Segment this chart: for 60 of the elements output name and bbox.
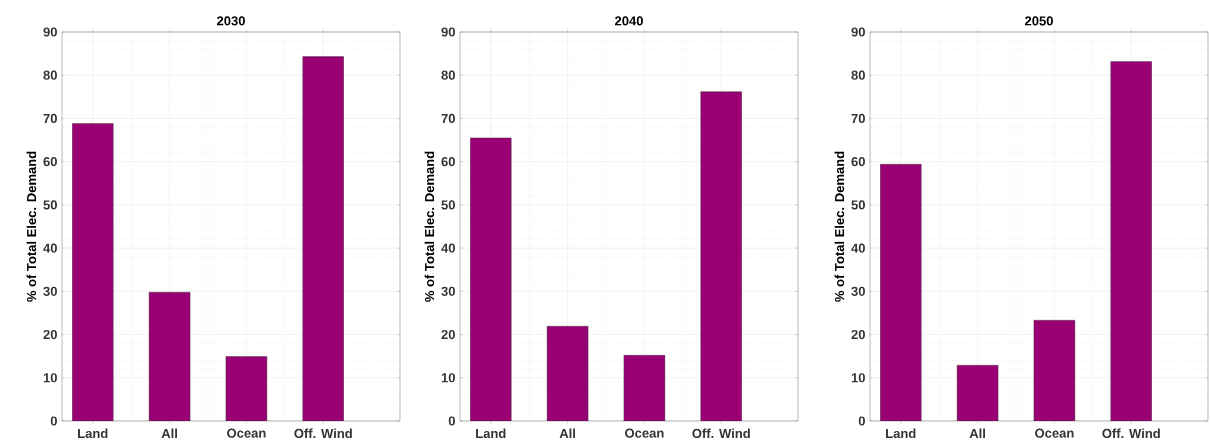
bar bbox=[546, 326, 589, 421]
x-tick-label: Land bbox=[886, 428, 916, 439]
chart-title: 2030 bbox=[217, 16, 245, 26]
bar bbox=[470, 137, 512, 421]
y-axis-title: % of Total Elec. Demand bbox=[424, 151, 435, 302]
y-tick-label: 50 bbox=[43, 200, 57, 210]
bar bbox=[700, 91, 742, 421]
y-tick-label: 40 bbox=[851, 243, 865, 253]
y-tick-label: 70 bbox=[43, 113, 57, 124]
bar bbox=[1033, 320, 1076, 421]
bar bbox=[956, 365, 999, 421]
x-tick-label: Ocean bbox=[625, 428, 664, 438]
bar bbox=[72, 123, 114, 421]
bar bbox=[880, 164, 922, 421]
y-tick-label: 40 bbox=[441, 243, 455, 253]
bar bbox=[148, 291, 191, 421]
x-tick-label: Land bbox=[476, 428, 506, 439]
y-tick-label: 0 bbox=[50, 416, 57, 426]
x-tick-label: Ocean bbox=[227, 428, 266, 438]
y-tick-label: 70 bbox=[851, 113, 865, 124]
y-tick-label: 70 bbox=[441, 113, 455, 124]
bar bbox=[1110, 61, 1152, 421]
y-tick-label: 20 bbox=[441, 329, 455, 340]
x-tick-label: Ocean bbox=[1035, 428, 1074, 438]
y-tick-label: 0 bbox=[448, 416, 455, 426]
y-axis-title: % of Total Elec. Demand bbox=[26, 151, 37, 302]
y-tick-label: 80 bbox=[43, 70, 57, 80]
bar bbox=[623, 355, 666, 421]
x-tick-label: Off. Wind bbox=[692, 428, 750, 439]
y-tick-label: 80 bbox=[441, 70, 455, 80]
chart-title: 2050 bbox=[1025, 16, 1053, 26]
y-tick-label: 30 bbox=[851, 286, 865, 296]
y-tick-label: 10 bbox=[43, 373, 57, 383]
y-tick-label: 90 bbox=[441, 27, 455, 37]
y-tick-label: 0 bbox=[858, 416, 865, 426]
y-tick-label: 50 bbox=[851, 200, 865, 210]
y-tick-label: 20 bbox=[851, 329, 865, 340]
y-tick-label: 90 bbox=[851, 27, 865, 37]
y-tick-label: 20 bbox=[43, 329, 57, 340]
x-tick-label: Land bbox=[78, 428, 108, 439]
y-tick-label: 60 bbox=[43, 157, 57, 167]
y-tick-label: 80 bbox=[851, 70, 865, 80]
y-tick-label: 60 bbox=[441, 157, 455, 167]
y-tick-label: 30 bbox=[441, 286, 455, 296]
bar bbox=[225, 356, 268, 421]
x-tick-label: All bbox=[161, 428, 177, 438]
y-tick-label: 60 bbox=[851, 157, 865, 167]
y-tick-label: 30 bbox=[43, 286, 57, 296]
y-tick-label: 50 bbox=[441, 200, 455, 210]
x-tick-label: Off. Wind bbox=[1102, 428, 1160, 439]
bar bbox=[302, 56, 344, 421]
y-tick-label: 10 bbox=[851, 373, 865, 383]
y-tick-label: 90 bbox=[43, 27, 57, 37]
x-tick-label: All bbox=[969, 428, 985, 438]
y-tick-label: 10 bbox=[441, 373, 455, 383]
x-tick-label: Off. Wind bbox=[294, 428, 352, 439]
y-axis-title: % of Total Elec. Demand bbox=[834, 151, 845, 302]
chart-title: 2040 bbox=[615, 16, 643, 26]
y-tick-label: 40 bbox=[43, 243, 57, 253]
x-tick-label: All bbox=[559, 428, 575, 438]
